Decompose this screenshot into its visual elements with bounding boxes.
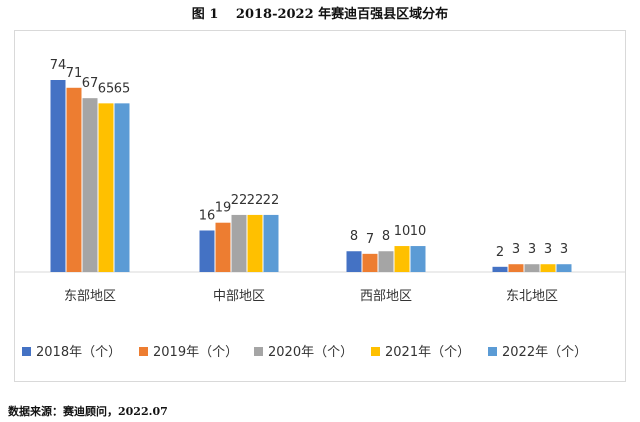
- legend-label-4: 2021年（个）: [385, 345, 470, 360]
- bar-2-3: [362, 253, 378, 272]
- legend-label-1: 2018年（个）: [36, 345, 121, 360]
- data-label-3-2: 22: [231, 193, 248, 208]
- data-label-1-2: 16: [199, 208, 216, 223]
- bar-1-3: [346, 251, 362, 272]
- data-label-3-4: 3: [528, 242, 536, 257]
- chart-frame: [14, 30, 626, 382]
- legend-swatch-2: [139, 347, 148, 356]
- data-label-5-4: 3: [560, 242, 568, 257]
- bar-4-3: [394, 246, 410, 272]
- bar-4-2: [247, 214, 263, 272]
- bar-4-4: [540, 264, 556, 272]
- data-label-4-3: 10: [394, 224, 411, 239]
- bar-5-2: [263, 214, 279, 272]
- data-label-2-1: 71: [66, 66, 83, 81]
- bar-5-1: [114, 103, 130, 272]
- legend-swatch-3: [254, 347, 263, 356]
- category-label-4: 东北地区: [506, 289, 558, 304]
- legend-swatch-4: [371, 347, 380, 356]
- bar-5-3: [410, 246, 426, 272]
- chart-title: 图 1 2018-2022 年赛迪百强县区域分布: [191, 7, 449, 22]
- source-note: 数据来源：赛迪顾问，2022.07: [8, 405, 168, 418]
- data-label-4-2: 22: [247, 193, 264, 208]
- data-label-4-4: 3: [544, 242, 552, 257]
- category-label-3: 西部地区: [360, 289, 412, 304]
- data-label-1-4: 2: [496, 245, 504, 260]
- category-label-1: 东部地区: [64, 289, 116, 304]
- legend-swatch-1: [22, 347, 31, 356]
- bar-2-4: [508, 264, 524, 272]
- bar-4-1: [98, 103, 114, 272]
- bar-2-1: [66, 87, 82, 272]
- bar-3-2: [231, 214, 247, 272]
- bar-1-2: [199, 230, 215, 272]
- data-label-2-2: 19: [215, 201, 232, 216]
- data-label-5-2: 22: [263, 193, 280, 208]
- data-label-4-1: 65: [98, 81, 115, 96]
- data-label-5-1: 65: [114, 81, 131, 96]
- category-labels-group: 东部地区 中部地区 西部地区 东北地区: [64, 289, 558, 304]
- bar-1-1: [50, 80, 66, 272]
- bar-1-4: [492, 266, 508, 272]
- data-label-1-1: 74: [50, 58, 67, 73]
- bar-3-3: [378, 251, 394, 272]
- bar-series-group: [50, 80, 572, 272]
- bar-3-1: [82, 98, 98, 272]
- legend-swatch-5: [488, 347, 497, 356]
- legend-label-5: 2022年（个）: [502, 345, 587, 360]
- data-label-2-3: 7: [366, 232, 374, 247]
- data-label-3-1: 67: [82, 76, 99, 91]
- data-label-5-3: 10: [410, 224, 427, 239]
- legend: 2018年（个） 2019年（个） 2020年（个） 2021年（个） 2022年（个）: [22, 345, 587, 360]
- bar-2-2: [215, 222, 231, 272]
- data-label-3-3: 8: [382, 229, 390, 244]
- legend-label-3: 2020年（个）: [268, 345, 353, 360]
- bar-3-4: [524, 264, 540, 272]
- bar-5-4: [556, 264, 572, 272]
- legend-label-2: 2019年（个）: [153, 345, 238, 360]
- category-label-2: 中部地区: [213, 289, 265, 304]
- data-label-1-3: 8: [350, 229, 358, 244]
- data-label-2-4: 3: [512, 242, 520, 257]
